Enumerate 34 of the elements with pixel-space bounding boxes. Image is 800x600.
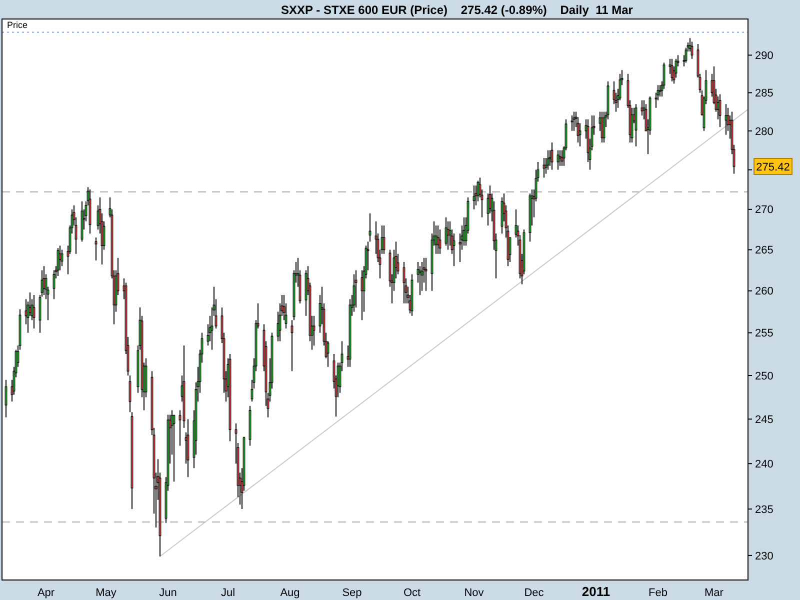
y-tick-label: 285: [755, 88, 774, 100]
candlestick: [424, 257, 428, 292]
x-tick-label: Oct: [403, 587, 421, 599]
y-tick-label: 270: [755, 204, 774, 216]
y-tick-label: 265: [755, 244, 774, 257]
y-tick-label: 235: [755, 504, 774, 516]
x-tick-label: Sep: [342, 587, 362, 599]
candlestick: [724, 104, 728, 136]
x-tick-label: Mar: [704, 587, 724, 599]
candlestick: [420, 261, 424, 292]
annotation: Price: [7, 20, 28, 30]
y-tick-label: 230: [755, 550, 774, 562]
y-tick-label: 240: [755, 458, 774, 470]
x-tick-label: Jul: [220, 587, 236, 599]
x-tick-label: Apr: [37, 587, 55, 599]
text: 275.42: [756, 161, 790, 174]
candlestick: [640, 100, 644, 116]
x-tick-label: Dec: [524, 587, 544, 599]
y-tick-label: 250: [755, 370, 774, 382]
candlestick: [558, 150, 562, 166]
y-tick-label: 255: [755, 328, 774, 340]
x-tick-label: Nov: [464, 587, 484, 599]
x-tick-label: Aug: [280, 587, 300, 599]
x-tick-label: May: [96, 587, 117, 599]
x-tick-label: Feb: [648, 587, 668, 599]
x-tick-label: Jun: [159, 587, 177, 599]
y-tick-label: 290: [755, 50, 774, 62]
y-tick-label: 280: [755, 126, 774, 138]
chart-title: SXXP - STXE 600 EUR (Price) 275.42 (-0.89%) Daily 11 Mar: [281, 3, 634, 17]
y-tick-label: 260: [755, 286, 774, 298]
x-tick-label: 2011: [582, 584, 610, 599]
y-tick-label: 245: [755, 414, 774, 426]
candlestick: [418, 266, 422, 296]
candlestick: [658, 84, 662, 97]
